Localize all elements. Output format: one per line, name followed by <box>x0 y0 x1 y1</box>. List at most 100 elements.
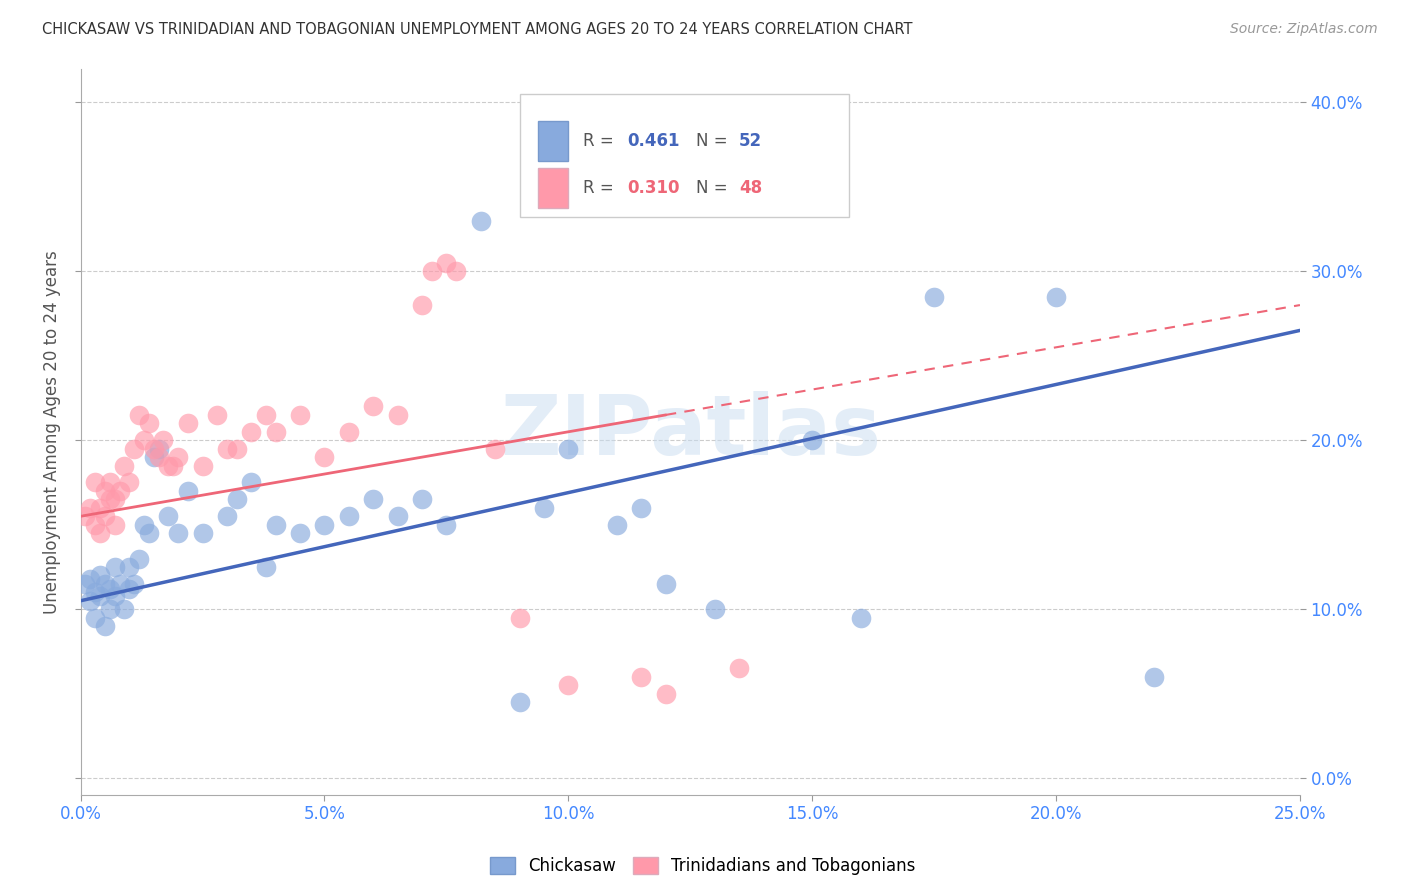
Point <box>157 458 180 473</box>
Point <box>533 500 555 515</box>
Point <box>703 602 725 616</box>
Point <box>922 290 945 304</box>
Point <box>191 458 214 473</box>
Point <box>205 408 228 422</box>
Point <box>264 425 287 439</box>
Text: ZIPatlas: ZIPatlas <box>499 392 880 472</box>
Point <box>606 517 628 532</box>
Point <box>411 492 433 507</box>
Point <box>114 458 136 473</box>
Point <box>361 400 384 414</box>
Point <box>108 577 131 591</box>
Point <box>122 577 145 591</box>
Point <box>138 417 160 431</box>
Point <box>98 602 121 616</box>
Point <box>84 475 107 490</box>
Point <box>177 483 200 498</box>
Point <box>94 509 117 524</box>
Point <box>167 526 190 541</box>
Point <box>142 442 165 456</box>
Point <box>98 582 121 596</box>
Point <box>337 425 360 439</box>
Point <box>79 572 101 586</box>
Point <box>84 610 107 624</box>
Point <box>128 551 150 566</box>
Point <box>484 442 506 456</box>
Point <box>89 589 111 603</box>
Point <box>801 434 824 448</box>
Legend: Chickasaw, Trinidadians and Tobagonians: Chickasaw, Trinidadians and Tobagonians <box>491 856 915 875</box>
Point <box>264 517 287 532</box>
Point <box>387 509 409 524</box>
Point <box>128 408 150 422</box>
Point <box>148 442 170 456</box>
Point <box>509 695 531 709</box>
Point <box>162 458 184 473</box>
Point <box>98 475 121 490</box>
Point <box>118 475 141 490</box>
Text: N =: N = <box>696 179 734 197</box>
Point <box>118 582 141 596</box>
Point <box>142 450 165 464</box>
Point <box>434 517 457 532</box>
Text: R =: R = <box>583 179 619 197</box>
Point <box>1143 670 1166 684</box>
Text: 52: 52 <box>740 132 762 150</box>
Text: Source: ZipAtlas.com: Source: ZipAtlas.com <box>1230 22 1378 37</box>
Point <box>75 509 97 524</box>
Point <box>89 500 111 515</box>
Point <box>75 577 97 591</box>
Text: 48: 48 <box>740 179 762 197</box>
Point <box>104 560 127 574</box>
Text: 0.310: 0.310 <box>627 179 679 197</box>
FancyBboxPatch shape <box>538 121 568 161</box>
Point <box>630 670 652 684</box>
Point <box>191 526 214 541</box>
Point <box>1045 290 1067 304</box>
Point <box>132 434 155 448</box>
Point <box>157 509 180 524</box>
Point <box>114 602 136 616</box>
Point <box>557 678 579 692</box>
Point <box>79 500 101 515</box>
Point <box>240 425 263 439</box>
Point <box>215 509 238 524</box>
Point <box>420 264 443 278</box>
Point <box>108 483 131 498</box>
Point <box>411 298 433 312</box>
Point <box>314 450 336 464</box>
Text: CHICKASAW VS TRINIDADIAN AND TOBAGONIAN UNEMPLOYMENT AMONG AGES 20 TO 24 YEARS C: CHICKASAW VS TRINIDADIAN AND TOBAGONIAN … <box>42 22 912 37</box>
Point <box>94 483 117 498</box>
Point <box>84 517 107 532</box>
Point <box>89 568 111 582</box>
Point <box>152 434 174 448</box>
Point <box>288 526 311 541</box>
Point <box>337 509 360 524</box>
Point <box>254 560 277 574</box>
Y-axis label: Unemployment Among Ages 20 to 24 years: Unemployment Among Ages 20 to 24 years <box>44 250 60 614</box>
Point <box>361 492 384 507</box>
Point <box>177 417 200 431</box>
Text: N =: N = <box>696 132 734 150</box>
Point <box>444 264 467 278</box>
Point <box>225 442 247 456</box>
Point <box>288 408 311 422</box>
Point <box>655 577 678 591</box>
Point <box>79 593 101 607</box>
Point <box>240 475 263 490</box>
Point <box>557 442 579 456</box>
Point <box>94 619 117 633</box>
Text: 0.461: 0.461 <box>627 132 679 150</box>
Point <box>118 560 141 574</box>
Point <box>84 585 107 599</box>
Point <box>104 492 127 507</box>
Point <box>387 408 409 422</box>
Point <box>122 442 145 456</box>
Point <box>98 492 121 507</box>
Point <box>470 213 492 227</box>
Point <box>655 687 678 701</box>
Point <box>314 517 336 532</box>
Point <box>434 256 457 270</box>
Point <box>849 610 872 624</box>
Point <box>630 500 652 515</box>
